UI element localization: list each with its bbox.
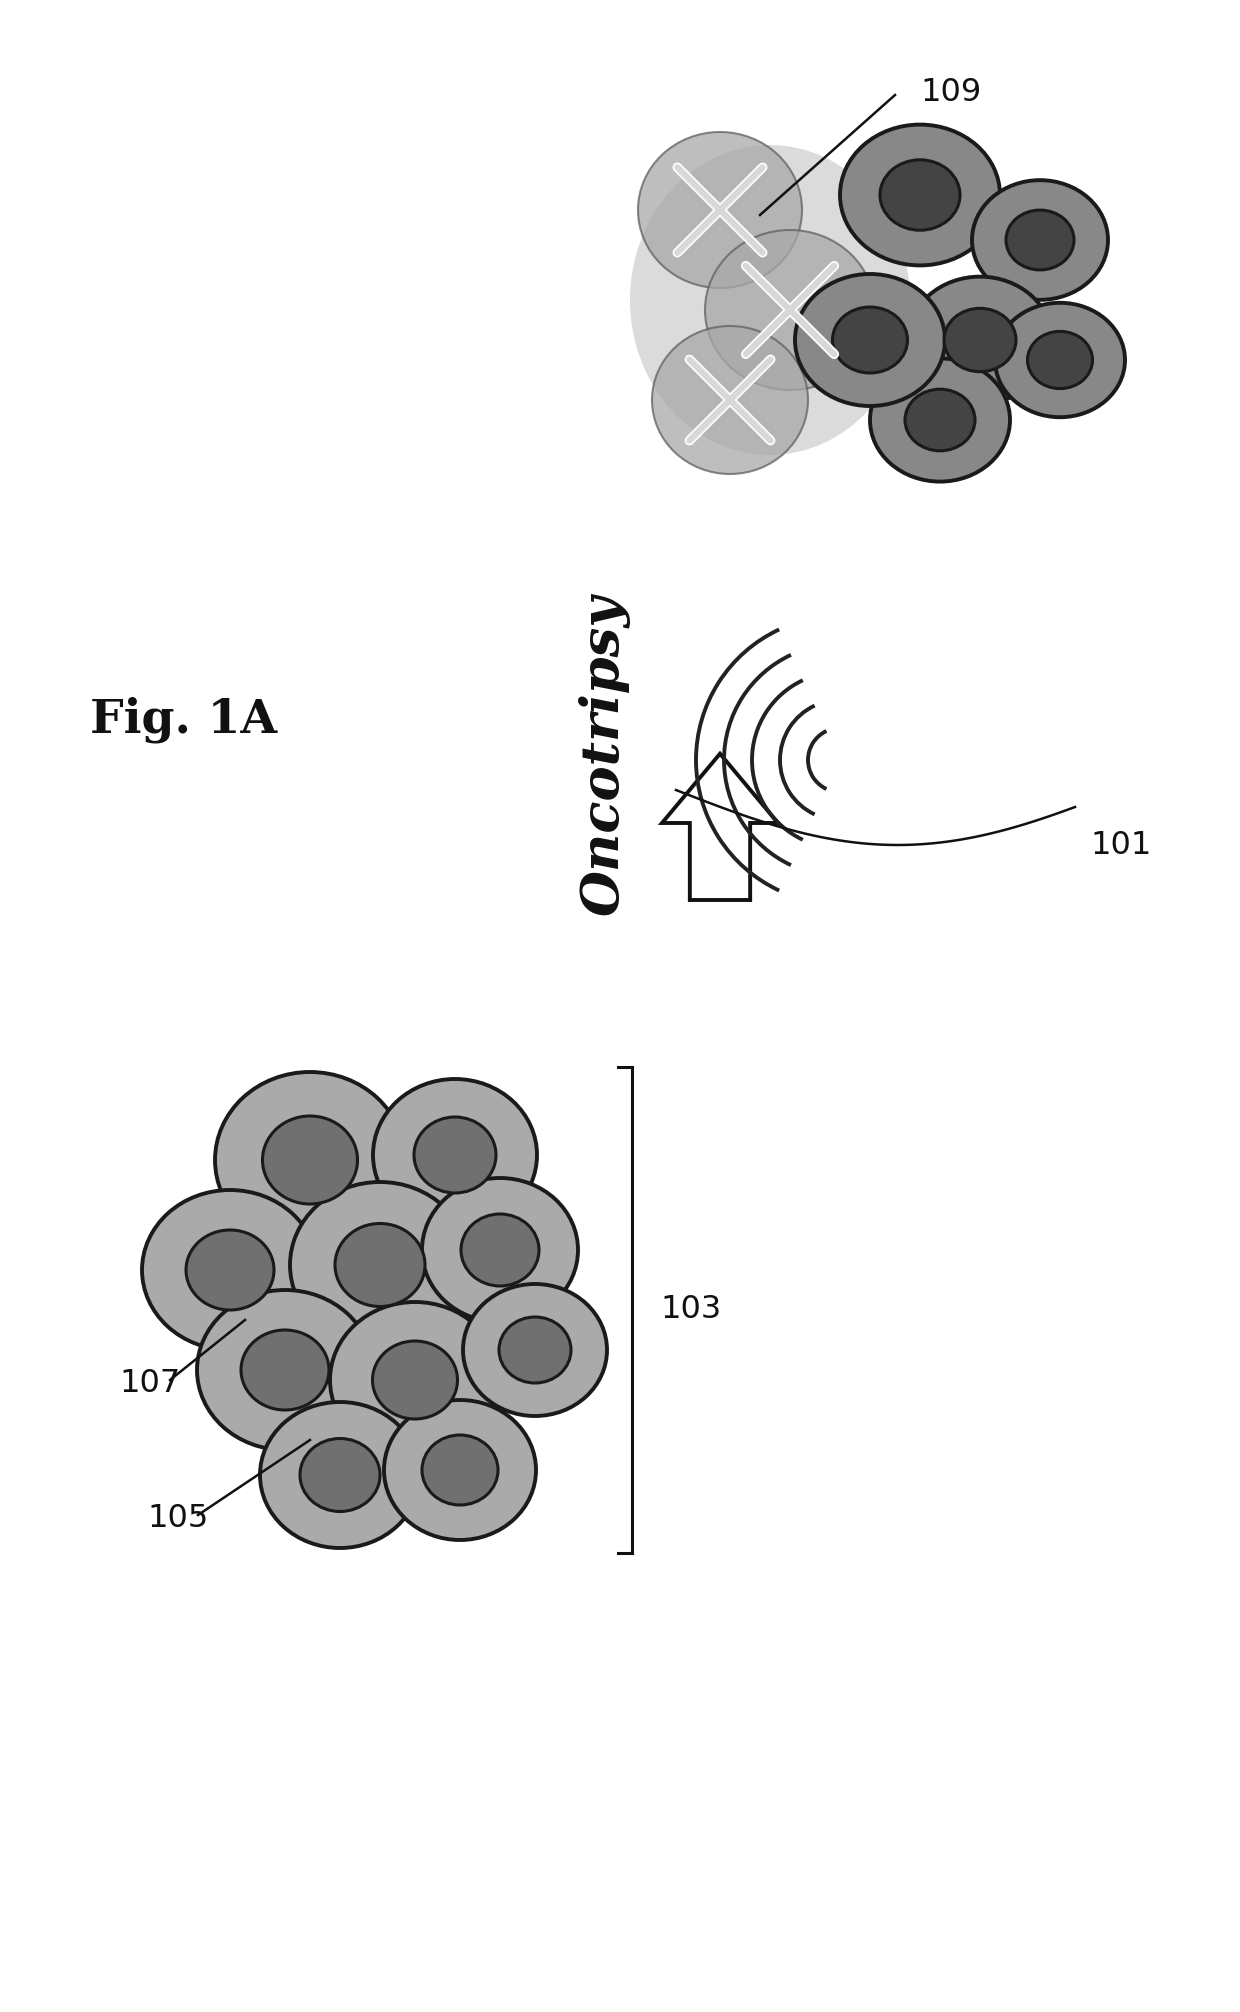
Ellipse shape <box>905 388 975 451</box>
Polygon shape <box>662 754 777 899</box>
Ellipse shape <box>384 1400 536 1539</box>
Text: 105: 105 <box>148 1503 208 1533</box>
Ellipse shape <box>832 308 908 372</box>
Ellipse shape <box>1006 209 1074 270</box>
Ellipse shape <box>422 1177 578 1322</box>
Ellipse shape <box>186 1229 274 1310</box>
Ellipse shape <box>944 308 1016 372</box>
Ellipse shape <box>461 1213 539 1286</box>
Ellipse shape <box>330 1302 500 1459</box>
Text: Fig. 1A: Fig. 1A <box>91 696 277 742</box>
Ellipse shape <box>463 1284 608 1416</box>
Ellipse shape <box>498 1318 570 1382</box>
Ellipse shape <box>630 145 910 455</box>
Text: 101: 101 <box>1090 829 1152 861</box>
Text: 107: 107 <box>119 1368 181 1398</box>
Ellipse shape <box>870 358 1011 481</box>
Ellipse shape <box>639 133 802 288</box>
Ellipse shape <box>652 326 808 475</box>
Ellipse shape <box>839 125 999 266</box>
Ellipse shape <box>372 1342 458 1418</box>
Ellipse shape <box>706 229 875 390</box>
Text: 103: 103 <box>660 1294 722 1326</box>
Ellipse shape <box>263 1117 357 1203</box>
Ellipse shape <box>241 1330 329 1410</box>
Ellipse shape <box>422 1435 498 1505</box>
Text: Oncotripsy: Oncotripsy <box>579 594 631 915</box>
Text: 109: 109 <box>920 76 981 109</box>
Ellipse shape <box>335 1223 425 1306</box>
Ellipse shape <box>795 274 945 406</box>
Ellipse shape <box>300 1439 379 1511</box>
Ellipse shape <box>290 1181 470 1348</box>
Ellipse shape <box>373 1078 537 1231</box>
Ellipse shape <box>197 1290 373 1451</box>
Ellipse shape <box>908 276 1052 402</box>
Ellipse shape <box>994 302 1125 416</box>
Ellipse shape <box>1028 332 1092 388</box>
Ellipse shape <box>215 1072 405 1247</box>
Ellipse shape <box>972 181 1109 300</box>
Ellipse shape <box>414 1117 496 1193</box>
Ellipse shape <box>260 1402 420 1547</box>
Ellipse shape <box>143 1189 317 1350</box>
Ellipse shape <box>880 159 960 229</box>
